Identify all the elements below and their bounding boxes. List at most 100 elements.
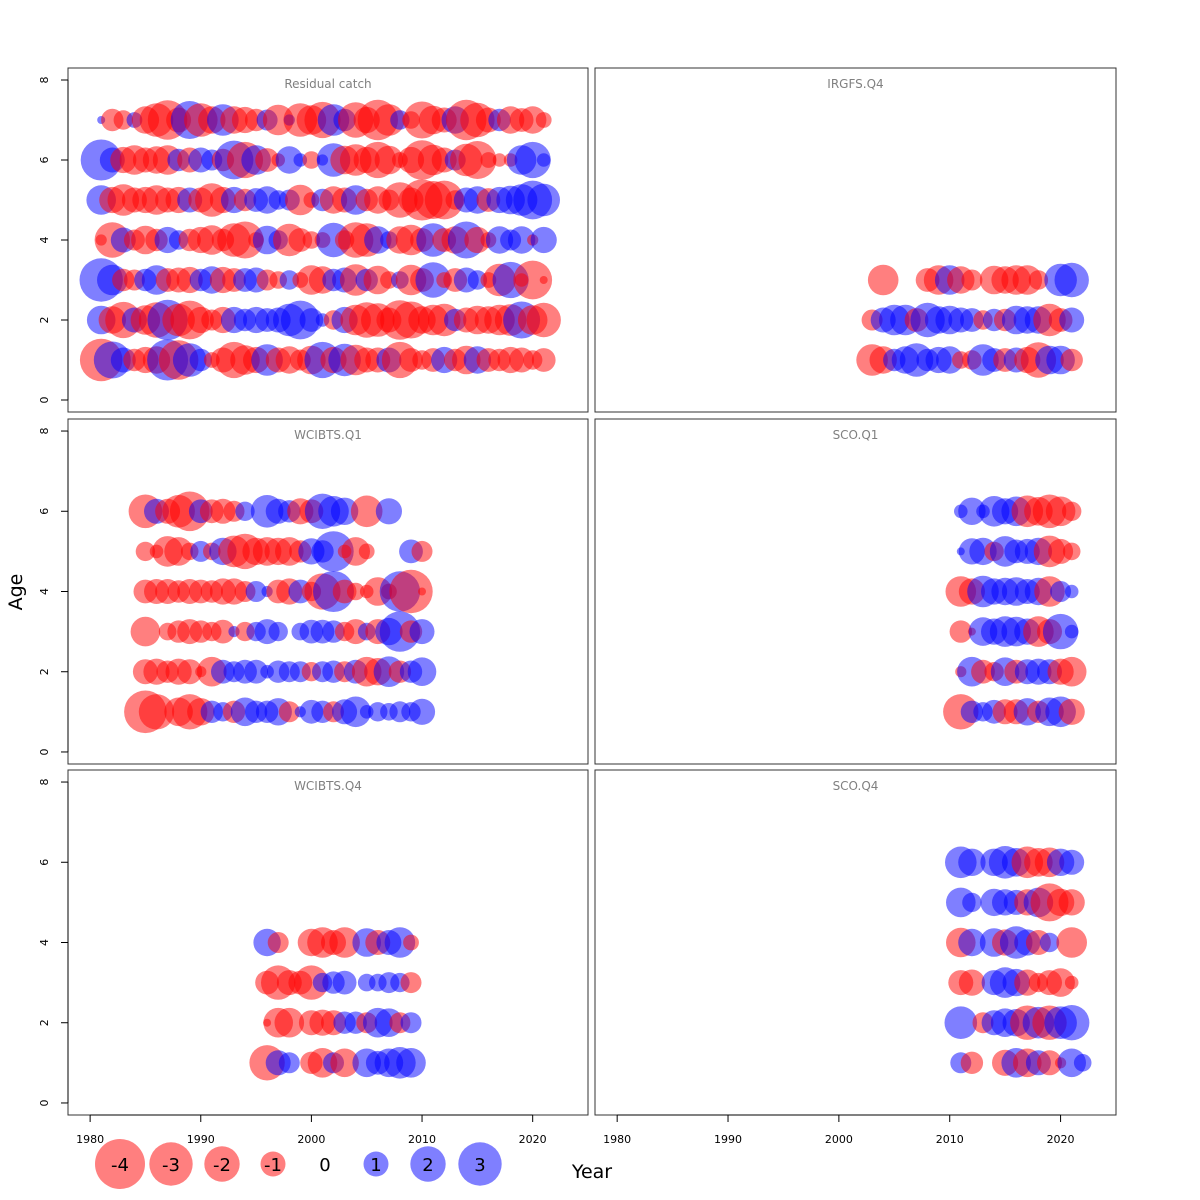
legend-label: -4: [111, 1155, 129, 1176]
bubbles: [249, 927, 426, 1081]
bubble-point: [514, 141, 551, 179]
panel-title: SCO.Q4: [833, 779, 879, 793]
bubble-point: [384, 927, 416, 958]
panel-title: IRGFS.Q4: [827, 77, 883, 91]
y-tick-label: 6: [38, 859, 51, 866]
legend-bubble: [260, 1151, 286, 1177]
bubble-point: [135, 541, 156, 562]
bubble-point: [1046, 968, 1075, 997]
bubble-point: [268, 621, 288, 642]
legend-bubble: [204, 1146, 240, 1182]
bubble-point: [1059, 849, 1085, 875]
bubble-point: [255, 148, 279, 172]
bubble-point: [424, 180, 464, 220]
bubble-point: [400, 1012, 422, 1034]
bubbles: [943, 494, 1087, 730]
bubble-point: [958, 497, 986, 525]
y-tick-label: 2: [38, 668, 51, 675]
bubble-point: [530, 226, 557, 254]
bubble-point: [274, 1007, 305, 1038]
bubble-point: [374, 145, 404, 175]
legend-label: -3: [162, 1155, 180, 1176]
bubble-point: [526, 302, 561, 338]
legend-label: -2: [213, 1155, 231, 1176]
x-tick-label: 2020: [519, 1133, 547, 1146]
bubble-point: [302, 151, 321, 169]
bubble-point: [1056, 656, 1087, 687]
bubble-point: [480, 152, 497, 168]
bubble-point: [1042, 613, 1079, 650]
panel-4: WCIBTS.Q4 0 2 4 6 8: [38, 769, 589, 1116]
legend-bubble: [95, 1139, 145, 1189]
bubble-point: [1054, 262, 1089, 298]
bubble-point: [1054, 1005, 1090, 1041]
panel-2: WCIBTS.Q1 0 2 4 6 8: [38, 418, 589, 765]
bubble-point: [350, 495, 383, 528]
panel-title: WCIBTS.Q4: [294, 779, 362, 793]
panel-3: SCO.Q1: [594, 418, 1117, 765]
bubble-point: [113, 110, 133, 130]
bubble-point: [1058, 889, 1085, 916]
bubble-point: [278, 1052, 300, 1074]
bubble-point: [1050, 581, 1072, 602]
bubble-point: [235, 501, 255, 521]
bubble-point: [507, 226, 536, 254]
bubble-point: [177, 659, 203, 685]
bubble-point: [1060, 348, 1083, 372]
bubble-point: [396, 1048, 426, 1078]
panel-title: WCIBTS.Q1: [294, 428, 362, 442]
bubbles: [856, 262, 1089, 378]
legend-label: 1: [370, 1155, 381, 1176]
bubble-point: [411, 540, 433, 562]
y-tick-label: 6: [38, 157, 51, 164]
x-tick-label: 2020: [1047, 1133, 1075, 1146]
bubble-point: [1059, 307, 1085, 333]
bubble-point: [1064, 624, 1079, 639]
bubble-point: [1062, 501, 1082, 521]
bubble-point: [961, 269, 983, 291]
legend-bubble: [458, 1142, 502, 1186]
x-tick-label: 1990: [714, 1133, 742, 1146]
bubble-point: [1028, 270, 1049, 290]
y-tick-label: 4: [38, 588, 51, 595]
y-tick-label: 8: [38, 779, 51, 786]
bubble-point: [539, 276, 548, 284]
bubble-point: [340, 696, 372, 728]
y-axis: 0 2 4 6 8: [38, 428, 69, 755]
legend-label: 0: [319, 1155, 330, 1176]
bubble-point: [949, 620, 972, 643]
bubble-point: [403, 934, 419, 951]
bubbles: [944, 846, 1092, 1078]
bubble-point: [332, 970, 357, 995]
bubble-point: [299, 308, 324, 332]
bubble-point: [513, 260, 553, 300]
x-tick-label: 2000: [825, 1133, 853, 1146]
bubble-point: [1056, 927, 1087, 958]
y-axis-label: Age: [5, 574, 27, 611]
y-tick-label: 2: [38, 1019, 51, 1026]
panel-0: Residual catch 0 2 4 6 8: [38, 67, 589, 413]
legend-bubble: [149, 1142, 193, 1186]
y-axis: 0 2 4 6 8: [38, 77, 69, 404]
bubble-point: [960, 1051, 984, 1075]
bubbles: [124, 491, 437, 734]
bubble-point: [464, 226, 491, 254]
x-axes-group: 1980 1990 2000 2010 2020 1980 1990 2000 2010 2020: [76, 1114, 1075, 1146]
bubble-point: [458, 141, 497, 179]
y-tick-label: 6: [38, 508, 51, 515]
legend-bubble: [410, 1146, 446, 1182]
panel-frame: [594, 418, 1117, 765]
panel-1: IRGFS.Q4: [594, 67, 1117, 413]
bubble-point: [244, 659, 268, 684]
panels-group: Residual catch 0 2 4 6 8 IRGFS.Q4 WCIBTS.Q1 0 2 4 6…: [38, 67, 1117, 1116]
bubble-point: [358, 543, 375, 560]
bubble-point: [944, 1006, 978, 1039]
bubble-point: [302, 231, 321, 249]
panel-frame: [594, 67, 1117, 413]
x-tick-label: 1980: [603, 1133, 631, 1146]
x-tick-label: 1990: [187, 1133, 215, 1146]
bubble-point: [1073, 1054, 1092, 1072]
bubble-point: [330, 1048, 359, 1078]
bubble-point: [389, 569, 433, 614]
